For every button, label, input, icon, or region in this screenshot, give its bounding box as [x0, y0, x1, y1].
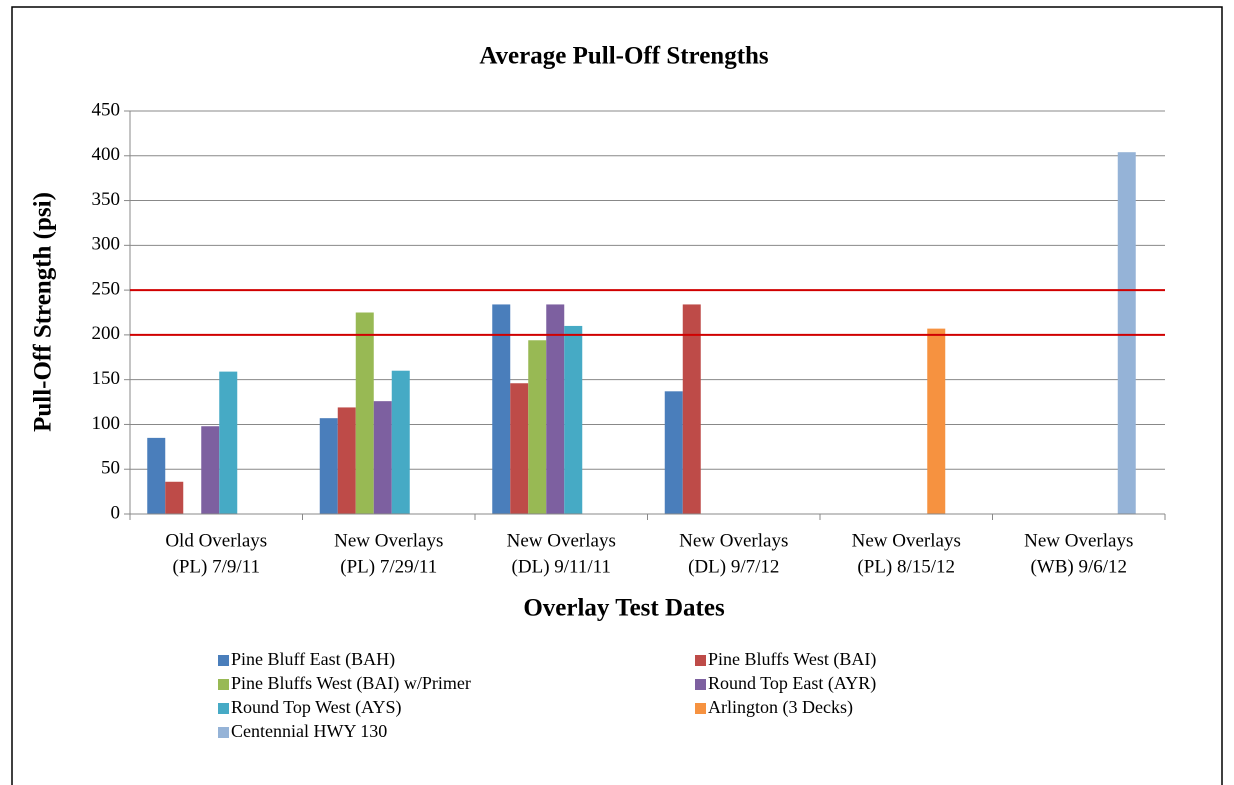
bar — [682, 304, 701, 514]
frame — [11, 6, 1223, 785]
legend-swatch — [218, 655, 229, 666]
y-tick-label: 400 — [92, 144, 121, 165]
legend-label: Pine Bluffs West (BAI) w/Primer — [231, 673, 471, 694]
x-tick-label: (PL) 7/9/11 — [173, 556, 260, 577]
bar — [664, 391, 683, 514]
y-tick-label: 200 — [92, 323, 121, 344]
y-tick-label: 250 — [92, 278, 121, 299]
chart-title: Average Pull-Off Strengths — [479, 43, 769, 70]
legend-swatch — [695, 679, 706, 690]
bar — [337, 407, 356, 514]
bar — [564, 325, 583, 514]
x-axis-title: Overlay Test Dates — [523, 595, 725, 622]
bar — [165, 481, 184, 514]
x-tick-label: (PL) 7/29/11 — [340, 556, 437, 577]
y-tick-label: 150 — [92, 368, 121, 389]
y-tick-label: 300 — [92, 234, 121, 255]
bar — [528, 340, 547, 514]
x-tick-label: New Overlays — [852, 530, 961, 551]
legend-label: Round Top West (AYS) — [231, 697, 401, 718]
legend-label: Pine Bluff East (BAH) — [231, 649, 395, 670]
x-tick-label: (WB) 9/6/12 — [1030, 556, 1127, 577]
legend-swatch — [695, 655, 706, 666]
legend-swatch — [218, 727, 229, 738]
y-tick-label: 450 — [92, 99, 121, 120]
bar — [147, 437, 166, 514]
x-tick-label: New Overlays — [1024, 530, 1133, 551]
bar — [391, 370, 410, 514]
bar — [1117, 152, 1136, 514]
x-tick-label: (DL) 9/11/11 — [512, 556, 611, 577]
bar — [510, 383, 529, 514]
bar — [492, 304, 511, 514]
x-tick-label: New Overlays — [679, 530, 788, 551]
x-tick-label: New Overlays — [334, 530, 443, 551]
bar — [219, 371, 238, 514]
legend-label: Pine Bluffs West (BAI) — [708, 649, 876, 670]
x-tick-label: Old Overlays — [165, 530, 267, 551]
bar — [373, 401, 392, 514]
y-tick-label: 0 — [111, 502, 121, 523]
bar — [201, 426, 220, 514]
bar — [927, 328, 946, 514]
legend-swatch — [218, 679, 229, 690]
x-tick-label: New Overlays — [507, 530, 616, 551]
y-tick-label: 350 — [92, 189, 121, 210]
x-tick-label: (PL) 8/15/12 — [857, 556, 955, 577]
x-tick-label: (DL) 9/7/12 — [688, 556, 779, 577]
bar — [355, 312, 374, 514]
legend-swatch — [695, 703, 706, 714]
y-tick-label: 50 — [101, 458, 120, 479]
bar — [546, 304, 565, 514]
legend-label: Round Top East (AYR) — [708, 673, 876, 694]
y-axis-title: Pull-Off Strength (psi) — [30, 192, 57, 432]
legend-swatch — [218, 703, 229, 714]
y-tick-label: 100 — [92, 413, 121, 434]
legend-label: Arlington (3 Decks) — [708, 697, 853, 718]
legend-label: Centennial HWY 130 — [231, 721, 387, 741]
bar — [319, 418, 338, 514]
